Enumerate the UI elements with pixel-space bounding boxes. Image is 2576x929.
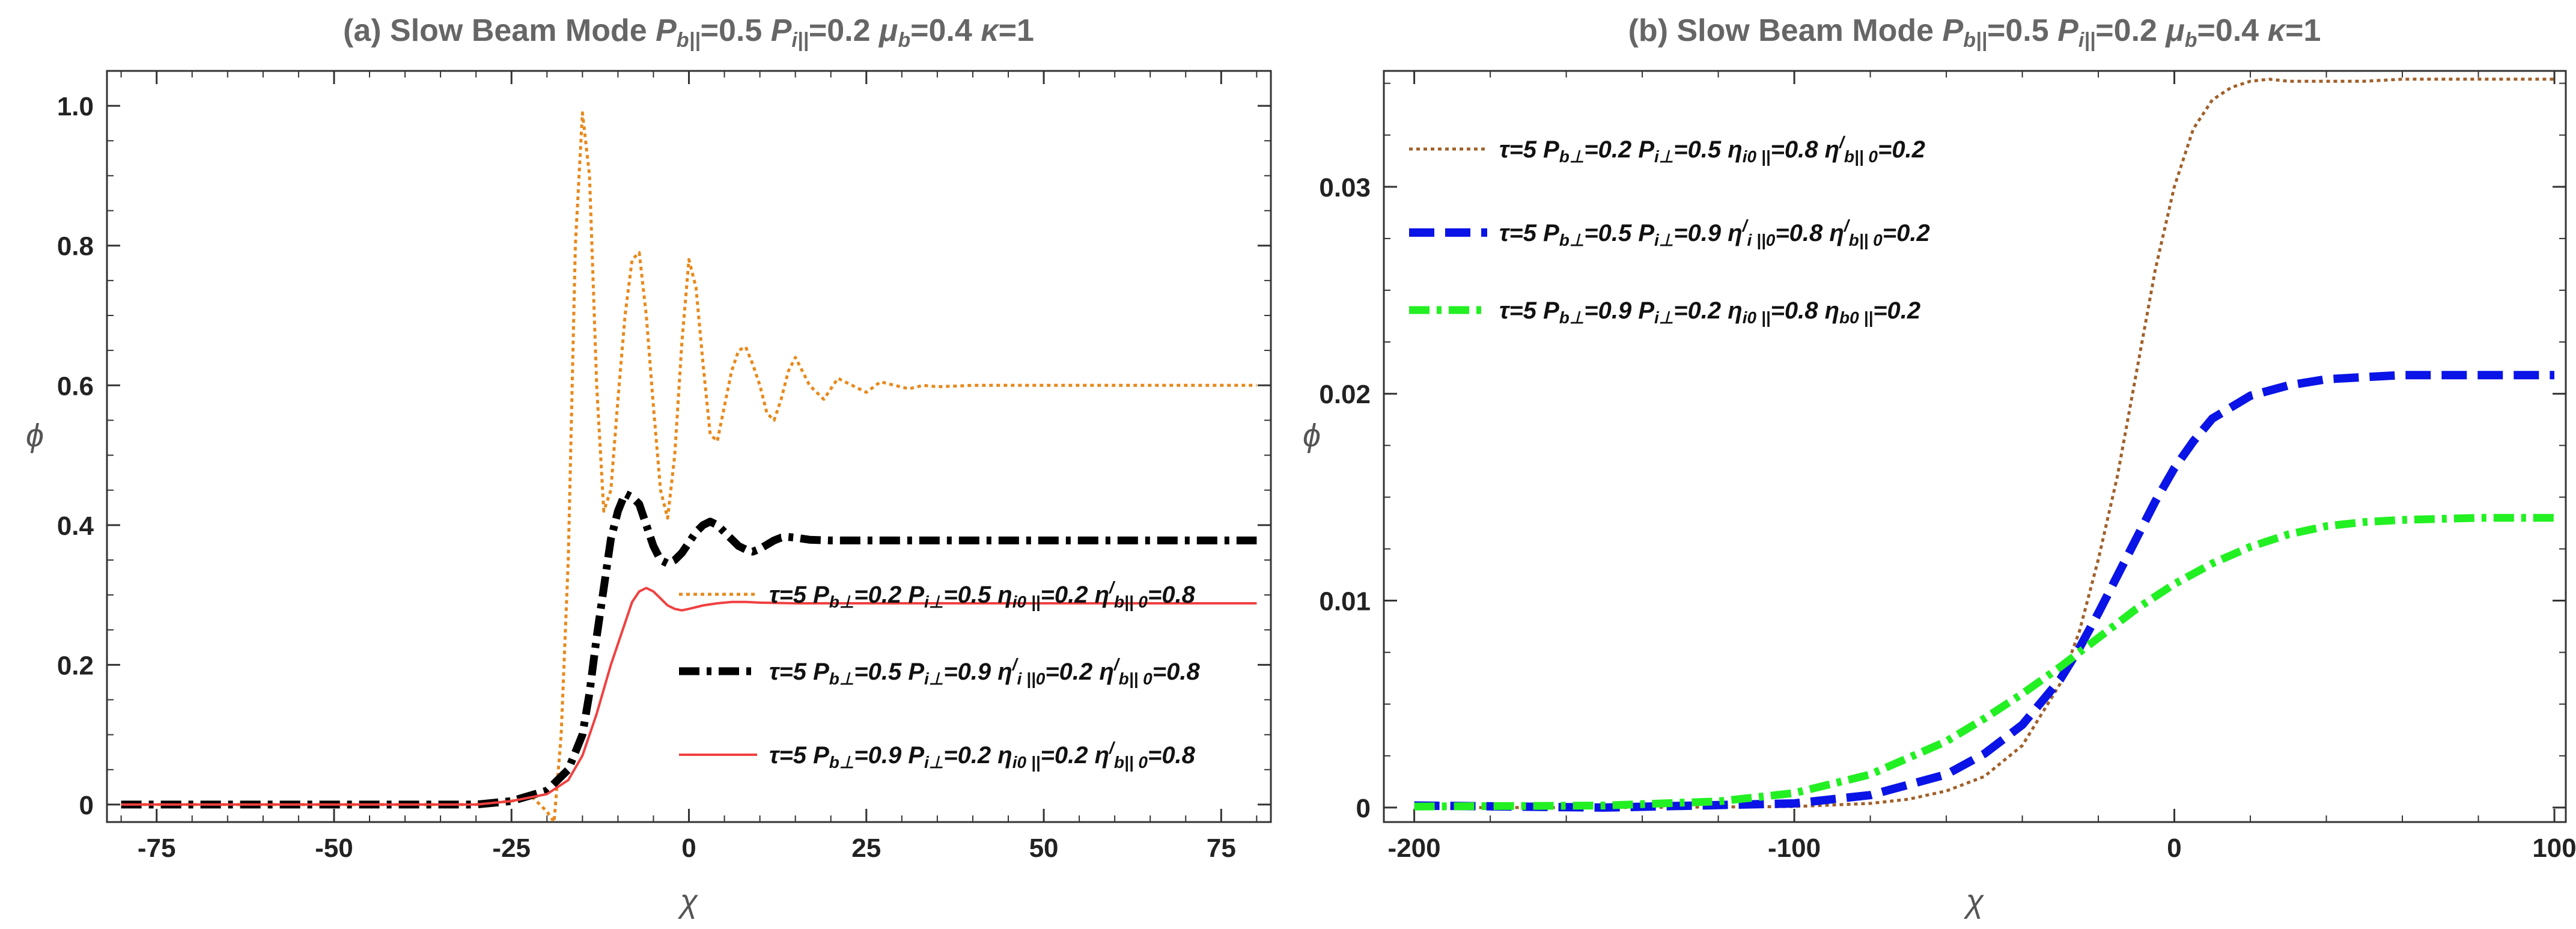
chartb-x-axis-label: χ: [1964, 883, 1985, 919]
chartb-ytick-label: 0.03: [1319, 173, 1371, 203]
chartb-series-line-1: [1414, 78, 2554, 809]
chartb-ytick-label: 0.02: [1319, 380, 1371, 409]
charta-ytick-label: 0.4: [57, 511, 94, 541]
charta-xtick-label: -25: [492, 833, 531, 863]
chartb-xtick-label: -100: [1768, 833, 1821, 863]
charta-x-axis-label: χ: [678, 883, 699, 919]
charta-ytick-label: 0: [79, 791, 94, 820]
chartb-legend-label-3: τ=5 Pb⊥=0.9 Pi⊥=0.2 ηi0 ||=0.8 ηb0 ||=0.…: [1499, 297, 1920, 327]
charta-panel: (a) Slow Beam Mode Pb||=0.5 Pi||=0.2 μb=…: [26, 13, 1272, 919]
charta-xtick-label: 75: [1207, 833, 1236, 863]
charta-xtick-label: -75: [138, 833, 176, 863]
charta-series-line-3: [121, 586, 1257, 806]
chartb-xtick-label: 0: [2167, 833, 2181, 863]
chartb-ytick-label: 0: [1356, 794, 1371, 823]
charta-legend-label-2: τ=5 Pb⊥=0.5 Pi⊥=0.9 η/i ||0=0.2 η/b|| 0=…: [769, 655, 1200, 688]
chartb-panel: (b) Slow Beam Mode Pb||=0.5 Pi||=0.2 μb=…: [1303, 13, 2576, 919]
charta-xtick-label: -50: [315, 833, 353, 863]
charta-series-line-1: [121, 111, 1257, 822]
charta-plot-frame: [106, 70, 1272, 823]
chartb-series-line-2: [1414, 371, 2554, 812]
charta-xtick-label: 50: [1029, 833, 1059, 863]
charta-xtick-label: 25: [851, 833, 881, 863]
chartb-ytick-label: 0.01: [1319, 587, 1371, 617]
charta-y-axis-label: ϕ: [26, 418, 44, 454]
chartb-xtick-label: 100: [2532, 833, 2576, 863]
charta-series-line-2: [121, 490, 1257, 809]
charta-ytick-label: 1.0: [57, 92, 94, 121]
charta-ytick-label: 0.8: [57, 232, 94, 261]
charta-legend-label-1: τ=5 Pb⊥=0.2 Pi⊥=0.5 ηi0 ||=0.2 η/b|| 0=0…: [769, 578, 1196, 611]
chartb-series-line-3: [1414, 514, 2554, 811]
chartb-xtick-label: -200: [1388, 833, 1441, 863]
chartb-plot-frame: [1383, 70, 2567, 823]
chartb-legend-label-2: τ=5 Pb⊥=0.5 Pi⊥=0.9 η/i ||0=0.8 η/b|| 0=…: [1499, 216, 1930, 249]
charta-ytick-label: 0.6: [57, 371, 94, 401]
charta-title: (a) Slow Beam Mode Pb||=0.5 Pi||=0.2 μb=…: [343, 13, 1034, 52]
charta-xtick-label: 0: [681, 833, 696, 863]
charta-ytick-label: 0.2: [57, 651, 94, 680]
chartb-y-axis-label: ϕ: [1303, 418, 1321, 454]
chartb-title: (b) Slow Beam Mode Pb||=0.5 Pi||=0.2 μb=…: [1628, 13, 2321, 52]
chartb-legend-label-1: τ=5 Pb⊥=0.2 Pi⊥=0.5 ηi0 ||=0.8 η/b|| 0=0…: [1499, 133, 1925, 166]
charta-legend-label-3: τ=5 Pb⊥=0.9 Pi⊥=0.2 ηi0 ||=0.2 η/b|| 0=0…: [769, 739, 1196, 772]
